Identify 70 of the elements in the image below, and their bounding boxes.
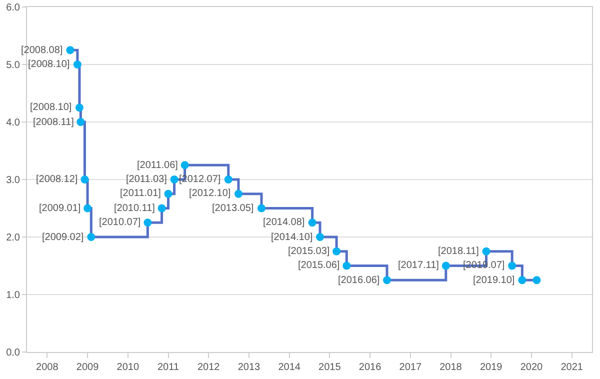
x-tick-label: 2021 xyxy=(560,362,584,373)
point xyxy=(66,46,74,54)
y-tick-label: 4.0 xyxy=(6,118,20,128)
point xyxy=(170,176,178,184)
x-tick-label: 2020 xyxy=(520,362,544,373)
point xyxy=(532,276,541,284)
annotation: [2009.02] xyxy=(42,232,84,243)
x-tick-label: 2016 xyxy=(358,362,382,373)
point xyxy=(164,190,172,198)
annotation: [2010.07] xyxy=(99,217,141,228)
annotation: [2011.01] xyxy=(120,188,162,199)
x-tick-label: 2010 xyxy=(116,362,140,373)
point xyxy=(224,176,232,184)
point xyxy=(234,190,242,198)
annotation: [2019.10] xyxy=(473,275,515,286)
point xyxy=(316,233,324,241)
x-tick-label: 2012 xyxy=(197,362,220,373)
point xyxy=(382,276,391,284)
annotation: [2009.01] xyxy=(39,203,81,214)
annotation: [2013.05] xyxy=(212,203,254,214)
x-tick-label: 2015 xyxy=(318,362,342,373)
annotation: [2011.03] xyxy=(126,174,168,185)
x-tick-label: 2018 xyxy=(440,362,462,373)
point xyxy=(158,204,166,212)
annotation: [2008.08] xyxy=(21,45,63,56)
annotation: [2015.03] xyxy=(288,246,330,257)
point xyxy=(308,218,316,227)
annotation: [2010.11] xyxy=(114,203,156,214)
annotation: [2008.10] xyxy=(30,102,72,113)
y-tick-label: 3.0 xyxy=(6,175,20,186)
point xyxy=(482,247,490,256)
point xyxy=(84,204,92,212)
x-tick-label: 2008 xyxy=(36,362,59,373)
y-tick-label: 5.0 xyxy=(6,60,20,71)
annotation: [2016.06] xyxy=(338,275,380,286)
x-tick-label: 2011 xyxy=(157,362,180,373)
annotation: [2019.07] xyxy=(463,260,505,271)
x-tick-label: 2019 xyxy=(480,362,503,373)
x-tick-label: 2017 xyxy=(399,362,422,373)
point xyxy=(508,262,516,270)
point xyxy=(76,118,85,126)
point xyxy=(342,262,351,270)
x-tick-label: 2009 xyxy=(76,362,100,373)
annotation: [2017.11] xyxy=(398,260,440,271)
annotation: [2015.06] xyxy=(298,260,340,271)
annotation: [2012.10] xyxy=(189,188,231,199)
annotation: [2008.12] xyxy=(36,174,78,185)
y-tick-label: 6.0 xyxy=(6,2,20,14)
point xyxy=(144,218,152,227)
point xyxy=(180,161,189,170)
annotation: [2008.11] xyxy=(33,117,74,128)
y-tick-label: 1.0 xyxy=(6,290,20,301)
point xyxy=(73,60,82,68)
y-tick-label: 0.0 xyxy=(6,348,20,358)
x-tick-label: 2014 xyxy=(278,362,301,373)
annotation: [2012.07] xyxy=(179,174,221,185)
point xyxy=(80,176,89,184)
x-tick-label: 2013 xyxy=(238,362,261,373)
annotation: [2014.08] xyxy=(263,217,305,228)
point xyxy=(257,204,266,212)
point xyxy=(518,276,526,284)
annotation: [2018.11] xyxy=(438,246,480,257)
y-tick-label: 2.0 xyxy=(6,232,20,244)
annotation: [2014.10] xyxy=(271,232,313,243)
point xyxy=(442,262,450,270)
point xyxy=(332,247,341,256)
annotation: [2008.10] xyxy=(28,59,70,70)
point xyxy=(75,104,84,112)
point xyxy=(87,233,96,241)
annotation: [2011.06] xyxy=(137,160,178,171)
